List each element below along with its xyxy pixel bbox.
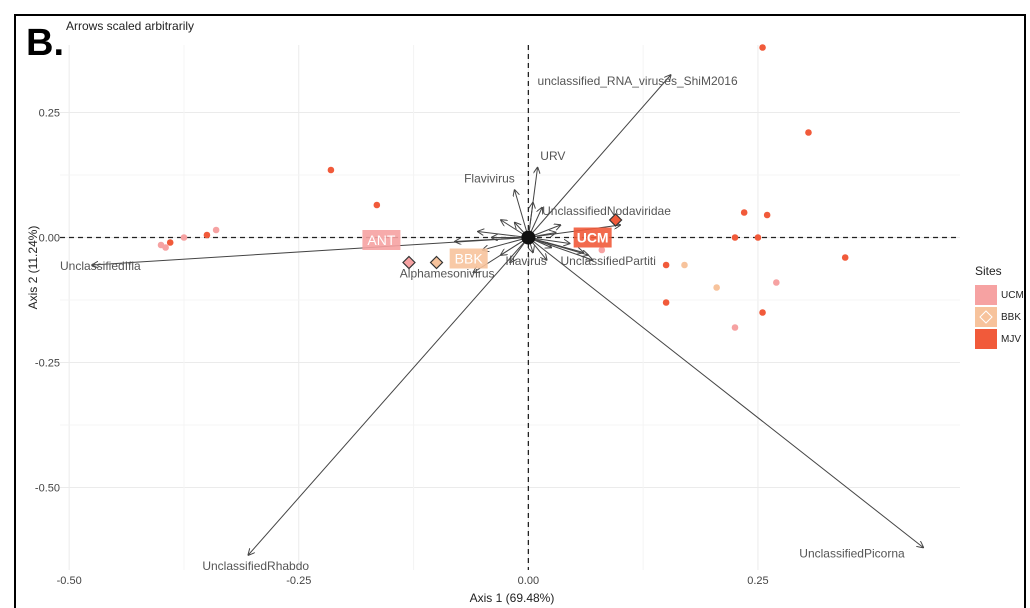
arrow-label: unclassified_RNA_viruses_ShiM2016 xyxy=(538,74,738,88)
loading-arrow xyxy=(478,232,529,238)
loading-arrow xyxy=(92,237,529,266)
arrow-origin-hub xyxy=(521,230,536,245)
arrow-label: UnclassifiedPartiti xyxy=(561,254,656,268)
centroid-marker xyxy=(608,213,623,227)
data-point xyxy=(773,279,780,286)
x-tick-label: -0.50 xyxy=(57,575,82,587)
legend-label: MJV xyxy=(1001,333,1021,345)
y-tick-label: -0.50 xyxy=(35,483,60,495)
legend-label: BBK xyxy=(1001,311,1022,323)
legend-item: BBK xyxy=(975,306,1024,328)
data-point xyxy=(157,241,165,249)
data-point xyxy=(373,201,381,209)
x-tick-label: -0.25 xyxy=(286,575,311,587)
loading-arrow xyxy=(248,237,529,556)
data-point xyxy=(754,234,762,241)
centroid-marker xyxy=(402,255,416,270)
data-point xyxy=(759,44,766,51)
arrow-label: UnclassifiedRhabdo xyxy=(202,559,309,573)
centroid-label-box xyxy=(362,230,401,250)
data-point xyxy=(180,234,188,241)
data-point xyxy=(841,254,849,261)
centroid-label: ANT xyxy=(367,232,395,248)
data-point xyxy=(203,231,211,239)
loading-arrow xyxy=(482,237,529,251)
legend-swatch xyxy=(975,285,997,305)
data-point xyxy=(713,284,720,291)
x-axis-label: Axis 1 (69.48%) xyxy=(470,591,555,605)
data-point xyxy=(166,239,174,246)
data-point xyxy=(759,309,766,316)
centroid-label: BBK xyxy=(455,251,484,267)
arrow-label: UnclassifiedNodaviridae xyxy=(542,204,671,218)
data-point xyxy=(805,129,812,136)
arrow-label: UnclassifiedPicorna xyxy=(799,547,905,561)
data-point xyxy=(731,234,739,241)
arrow-label: Flavivirus xyxy=(464,172,515,186)
loading-arrow xyxy=(515,190,529,238)
legend-item: UCM xyxy=(975,284,1024,306)
loading-arrow xyxy=(527,75,670,238)
legend-item: MJV xyxy=(975,328,1024,350)
legend: Sites UCM BBK MJV xyxy=(975,264,1024,350)
loading-arrow xyxy=(528,237,923,548)
centroid-label-box xyxy=(449,248,488,269)
legend-swatch xyxy=(975,329,997,349)
data-point xyxy=(763,211,771,219)
data-point xyxy=(731,324,739,331)
legend-label: UCM xyxy=(1001,289,1024,301)
loading-arrow xyxy=(527,168,537,238)
legend-diamond-icon xyxy=(979,310,993,324)
data-point xyxy=(327,166,335,174)
arrow-label: Iflavirus xyxy=(505,254,546,268)
y-tick-label: 0.00 xyxy=(39,233,60,245)
arrow-label: URV xyxy=(540,149,565,163)
x-tick-label: 0.25 xyxy=(747,575,768,587)
data-point xyxy=(662,299,670,306)
chart-subtitle: Arrows scaled arbitrarily xyxy=(66,19,195,33)
y-tick-label: 0.25 xyxy=(39,108,60,120)
x-tick-label: 0.00 xyxy=(518,575,539,587)
arrow-label: UnclassifiedIfla xyxy=(60,259,141,273)
y-tick-label: -0.25 xyxy=(35,358,60,370)
centroid-label: UCM xyxy=(577,230,609,246)
legend-dot-icon xyxy=(980,289,992,301)
centroid-marker xyxy=(429,255,444,270)
legend-swatch xyxy=(975,307,997,327)
y-axis-label: Axis 2 (11.24%) xyxy=(26,226,40,310)
legend-title: Sites xyxy=(975,264,1002,278)
centroid-label-box xyxy=(573,227,612,248)
data-point xyxy=(681,261,688,269)
data-point xyxy=(598,246,606,254)
data-point xyxy=(212,226,220,234)
data-point xyxy=(740,209,748,216)
loading-arrow xyxy=(528,237,592,261)
panel-label: B. xyxy=(26,22,64,64)
loading-arrow xyxy=(528,237,588,256)
arrow-label: Alphamesonivirus xyxy=(400,267,495,281)
legend-dot-icon xyxy=(980,333,992,345)
data-point xyxy=(662,261,670,269)
